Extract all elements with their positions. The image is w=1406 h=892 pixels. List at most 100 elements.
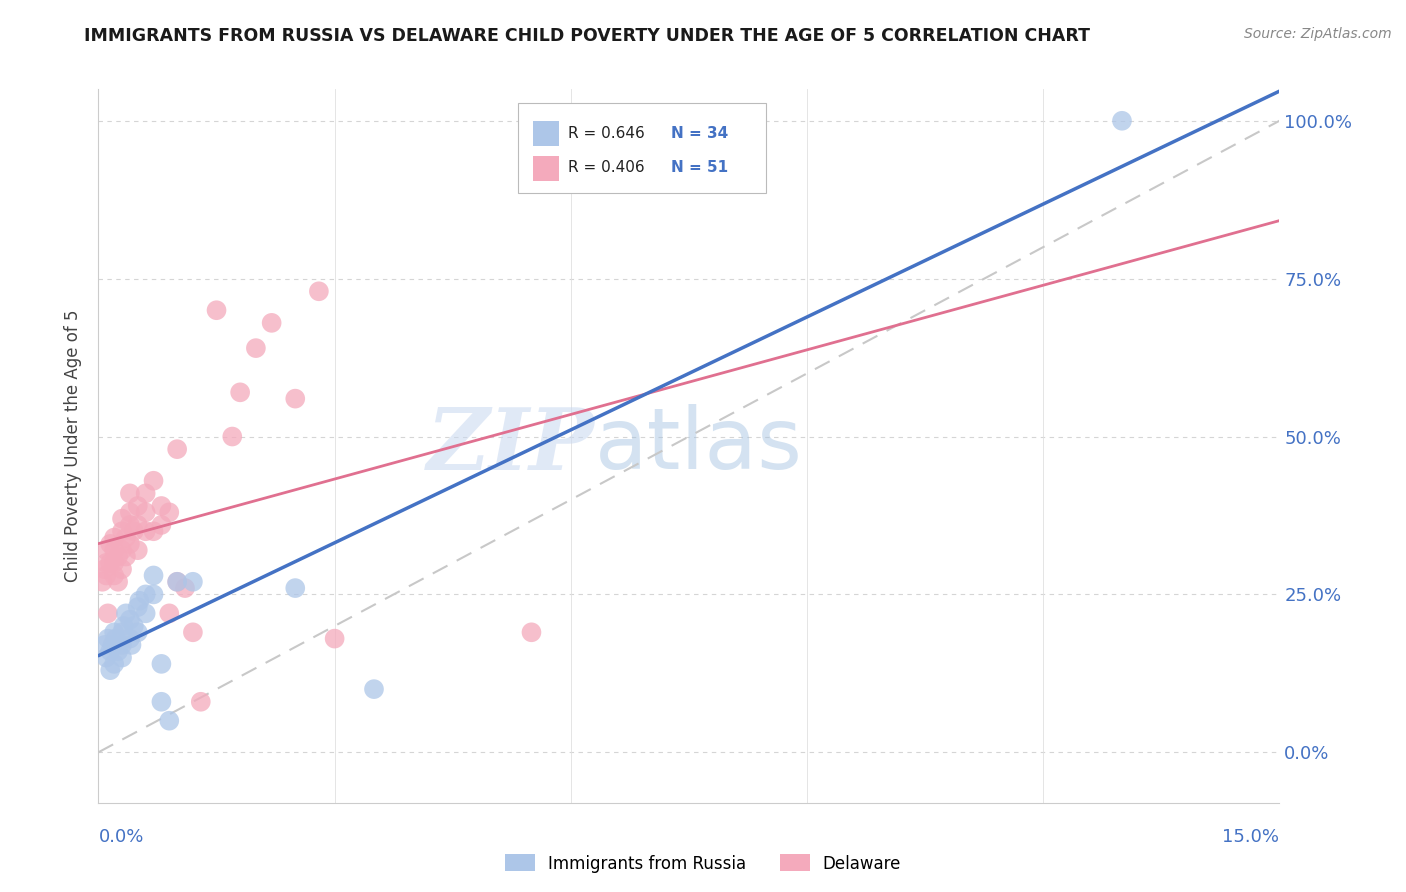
Point — [142, 524, 165, 539]
FancyBboxPatch shape — [533, 155, 560, 180]
Point — [181, 625, 204, 640]
Point — [221, 429, 243, 443]
Point — [135, 607, 157, 621]
Point — [142, 474, 165, 488]
Point — [96, 543, 118, 558]
Legend: Immigrants from Russia, Delaware: Immigrants from Russia, Delaware — [498, 847, 908, 880]
Point — [111, 524, 134, 539]
Text: 15.0%: 15.0% — [1222, 828, 1279, 846]
Point — [118, 632, 141, 646]
Point — [97, 632, 120, 646]
Text: N = 51: N = 51 — [671, 161, 728, 175]
Text: atlas: atlas — [595, 404, 803, 488]
Text: ZIP: ZIP — [426, 404, 595, 488]
Point — [118, 517, 141, 532]
Point — [284, 581, 307, 595]
Point — [128, 593, 150, 607]
Point — [174, 581, 197, 595]
Text: R = 0.406: R = 0.406 — [568, 161, 645, 175]
Text: 0.0%: 0.0% — [98, 828, 143, 846]
Point — [121, 638, 143, 652]
Point — [118, 537, 141, 551]
Point — [98, 556, 121, 570]
Point — [107, 574, 129, 589]
Point — [98, 537, 121, 551]
Point — [101, 638, 124, 652]
Point — [135, 486, 157, 500]
Point — [103, 568, 125, 582]
Point — [166, 574, 188, 589]
Point — [181, 574, 204, 589]
Point — [98, 663, 121, 677]
Text: N = 34: N = 34 — [671, 126, 728, 141]
Point — [127, 499, 149, 513]
Point — [111, 543, 134, 558]
Point — [142, 587, 165, 601]
Point — [96, 568, 118, 582]
FancyBboxPatch shape — [517, 103, 766, 193]
Y-axis label: Child Poverty Under the Age of 5: Child Poverty Under the Age of 5 — [65, 310, 83, 582]
Point — [150, 695, 173, 709]
Point — [115, 549, 138, 564]
Point — [135, 505, 157, 519]
Point — [1111, 113, 1133, 128]
Point — [166, 574, 188, 589]
Point — [93, 638, 115, 652]
Point — [111, 511, 134, 525]
Point — [115, 531, 138, 545]
Point — [107, 549, 129, 564]
Point — [142, 568, 165, 582]
Point — [103, 556, 125, 570]
Point — [260, 316, 283, 330]
Point — [96, 556, 118, 570]
Text: R = 0.646: R = 0.646 — [568, 126, 645, 141]
FancyBboxPatch shape — [533, 121, 560, 146]
Point — [118, 486, 141, 500]
Point — [308, 285, 330, 299]
Point — [115, 607, 138, 621]
Point — [111, 638, 134, 652]
Point — [118, 505, 141, 519]
Point — [245, 341, 267, 355]
Point — [122, 524, 145, 539]
Point — [91, 574, 114, 589]
Point — [122, 619, 145, 633]
Point — [104, 632, 127, 646]
Point — [157, 714, 180, 728]
Point — [118, 613, 141, 627]
Point — [93, 562, 115, 576]
Point — [97, 607, 120, 621]
Point — [363, 682, 385, 697]
Point — [150, 657, 173, 671]
Point — [103, 625, 125, 640]
Point — [127, 543, 149, 558]
Point — [103, 531, 125, 545]
Point — [135, 587, 157, 601]
Point — [112, 619, 135, 633]
Point — [96, 650, 118, 665]
Point — [205, 303, 228, 318]
Point — [103, 543, 125, 558]
Point — [127, 517, 149, 532]
Point — [127, 625, 149, 640]
Point — [150, 517, 173, 532]
Point — [107, 644, 129, 658]
Point — [229, 385, 252, 400]
Text: Source: ZipAtlas.com: Source: ZipAtlas.com — [1244, 27, 1392, 41]
Point — [111, 562, 134, 576]
Point — [190, 695, 212, 709]
Point — [520, 625, 543, 640]
Point — [103, 657, 125, 671]
Point — [150, 499, 173, 513]
Text: IMMIGRANTS FROM RUSSIA VS DELAWARE CHILD POVERTY UNDER THE AGE OF 5 CORRELATION : IMMIGRANTS FROM RUSSIA VS DELAWARE CHILD… — [84, 27, 1091, 45]
Point — [166, 442, 188, 457]
Point — [157, 607, 180, 621]
Point — [284, 392, 307, 406]
Point — [111, 650, 134, 665]
Point — [135, 524, 157, 539]
Point — [98, 644, 121, 658]
Point — [111, 625, 134, 640]
Point — [157, 505, 180, 519]
Point — [127, 600, 149, 615]
Point — [323, 632, 346, 646]
